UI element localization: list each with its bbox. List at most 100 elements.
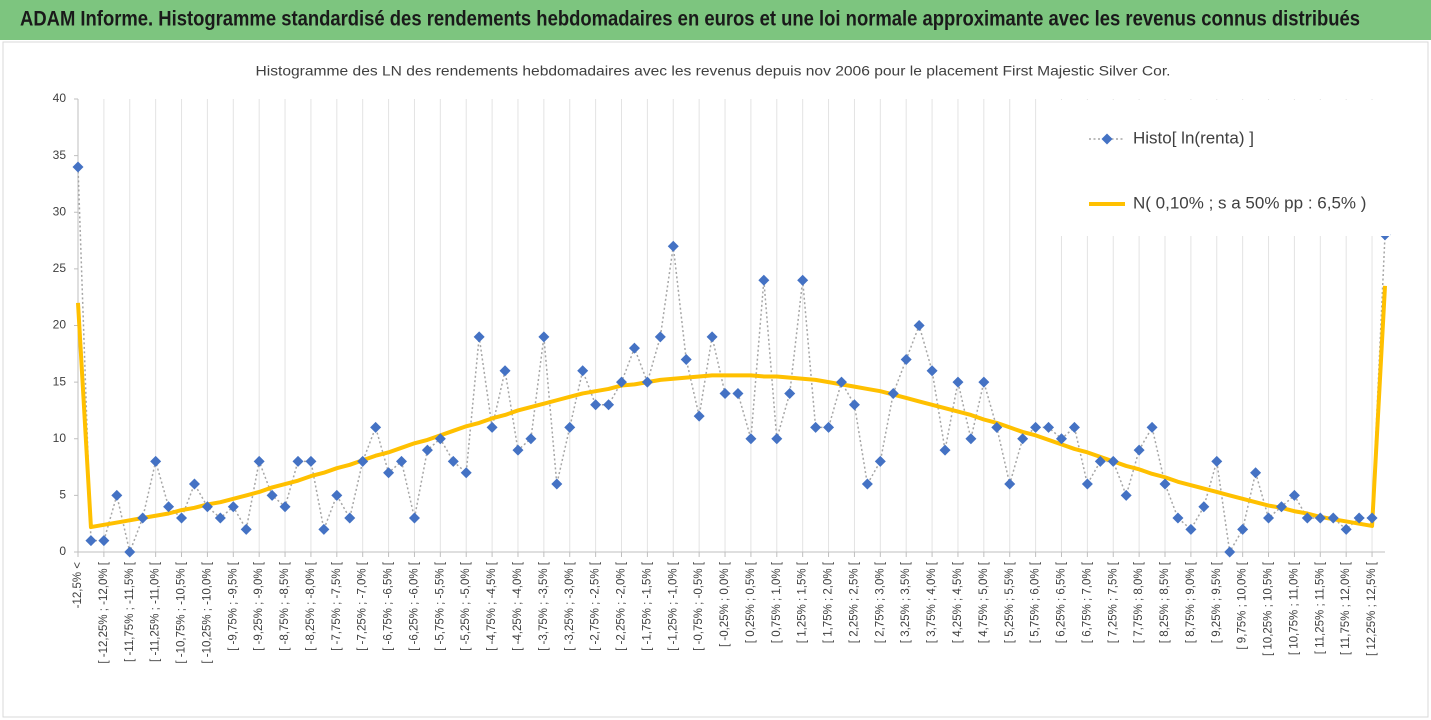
data-point: [1301, 512, 1313, 524]
x-tick-label: [ -7,25% ; -7,0% [: [357, 561, 369, 651]
data-point: [111, 489, 123, 501]
x-tick-label: [ 6,25% ; 6,5% [: [1056, 561, 1068, 643]
data-point: [564, 421, 576, 433]
x-tick-label: [ 11,25% ; 11,5% [: [1314, 561, 1326, 654]
data-point: [227, 501, 239, 513]
x-tick-label: [ 4,25% ; 4,5% [: [952, 561, 964, 643]
data-point: [1353, 512, 1365, 524]
data-point: [861, 478, 873, 490]
data-point: [848, 399, 860, 411]
header-bar: [0, 0, 1431, 40]
y-tick-label: 20: [53, 318, 67, 332]
data-point: [408, 512, 420, 524]
data-point: [188, 478, 200, 490]
x-tick-label: [ -10,25% ; -10,0% [: [201, 561, 213, 663]
legend-box: [1057, 100, 1390, 236]
x-tick-label: [ -5,75% ; -5,5% [: [434, 561, 446, 651]
data-point: [628, 342, 640, 354]
x-tick-label: [ 10,75% ; 11,0% [: [1288, 561, 1300, 655]
data-point: [641, 376, 653, 388]
x-tick-label: [ -0,25% ; 0,0% [: [719, 561, 731, 647]
data-point: [823, 421, 835, 433]
data-point: [654, 331, 666, 343]
x-tick-label: [ 2,25% ; 2,5% [: [848, 561, 860, 643]
data-point: [1211, 455, 1223, 467]
x-tick-label: [ -6,75% ; -6,5% [: [383, 561, 395, 651]
x-tick-label: [ -2,25% ; -2,0% [: [616, 561, 628, 651]
x-tick-label: [ -12,25% ; -12,0% [: [98, 561, 110, 663]
data-point: [201, 501, 213, 513]
x-tick-label: [ 9,25% ; 9,5% [: [1211, 561, 1223, 643]
data-point: [396, 455, 408, 467]
data-point: [279, 501, 291, 513]
y-tick-label: 30: [53, 204, 67, 218]
data-point: [1081, 478, 1093, 490]
data-point: [887, 387, 899, 399]
x-tick-label: [ -3,25% ; -3,0% [: [564, 561, 576, 651]
x-tick-label: [ -1,25% ; -1,0% [: [667, 561, 679, 651]
x-tick-label: [ 8,25% ; 8,5% [: [1159, 561, 1171, 643]
x-tick-label: [ -5,25% ; -5,0% [: [460, 561, 472, 651]
data-point: [1094, 455, 1106, 467]
y-tick-label: 10: [53, 431, 67, 445]
x-tick-label: [ -7,75% ; -7,5% [: [331, 561, 343, 651]
data-point: [1043, 421, 1055, 433]
x-tick-label: [ 2,75% ; 3,0% [: [874, 561, 886, 643]
data-point: [874, 455, 886, 467]
chart-frame: [2, 41, 1429, 718]
legend-label: Histo[ ln(renta) ]: [1133, 128, 1254, 147]
data-point: [137, 512, 149, 524]
data-point: [1185, 523, 1197, 535]
data-point: [1224, 546, 1236, 558]
data-point: [344, 512, 356, 524]
data-point: [292, 455, 304, 467]
data-point: [357, 455, 369, 467]
legend-label: N( 0,10% ; s a 50% pp : 6,5% ): [1133, 193, 1366, 212]
x-tick-label: [ 1,75% ; 2,0% [: [823, 561, 835, 643]
data-point: [460, 467, 472, 479]
x-tick-label: [ -8,75% ; -8,5% [: [279, 561, 291, 651]
data-point: [124, 546, 136, 558]
data-point: [1340, 523, 1352, 535]
data-point: [499, 365, 511, 377]
legend-marker: [1101, 133, 1113, 145]
data-point: [72, 161, 84, 173]
data-point: [1237, 523, 1249, 535]
x-tick-label: [ 11,75% ; 12,0% [: [1340, 561, 1352, 655]
data-point: [305, 455, 317, 467]
x-tick-label: [ 3,25% ; 3,5% [: [900, 561, 912, 643]
y-tick-label: 25: [53, 261, 67, 275]
data-point: [370, 421, 382, 433]
y-tick-label: 5: [59, 488, 66, 502]
x-tick-label: [ -8,25% ; -8,0% [: [305, 561, 317, 651]
legend: Histo[ ln(renta) ] N( 0,10% ; s a 50% pp …: [1057, 100, 1390, 236]
data-point: [913, 320, 925, 331]
x-tick-label: [ -2,75% ; -2,5% [: [590, 561, 602, 651]
data-point: [214, 512, 226, 524]
data-point: [1030, 421, 1042, 433]
plot: [72, 161, 1391, 558]
x-tick-label: [ 0,25% ; 0,5% [: [745, 561, 757, 643]
x-tick-label: [ 9,75% ; 10,0% [: [1237, 561, 1249, 649]
data-point: [1288, 489, 1300, 501]
data-point: [1017, 433, 1029, 445]
data-point: [952, 376, 964, 388]
data-point: [706, 331, 718, 343]
data-point: [447, 455, 459, 467]
x-tick-label: [ -10,75% ; -10,5% [: [176, 561, 188, 663]
data-point: [85, 535, 97, 547]
data-point: [978, 376, 990, 388]
data-point: [1068, 421, 1080, 433]
x-tick-label: [ 5,25% ; 5,5% [: [1004, 561, 1016, 643]
x-tick-label: [ 0,75% ; 1,0% [: [771, 561, 783, 643]
data-point: [473, 331, 485, 343]
data-point: [745, 433, 757, 445]
x-tick-label: -12,5% <: [72, 562, 84, 609]
data-point: [1366, 512, 1378, 524]
data-point: [1172, 512, 1184, 524]
data-point: [797, 274, 809, 286]
data-point: [98, 535, 110, 547]
x-tick-label: [ -4,75% ; -4,5% [: [486, 561, 498, 651]
